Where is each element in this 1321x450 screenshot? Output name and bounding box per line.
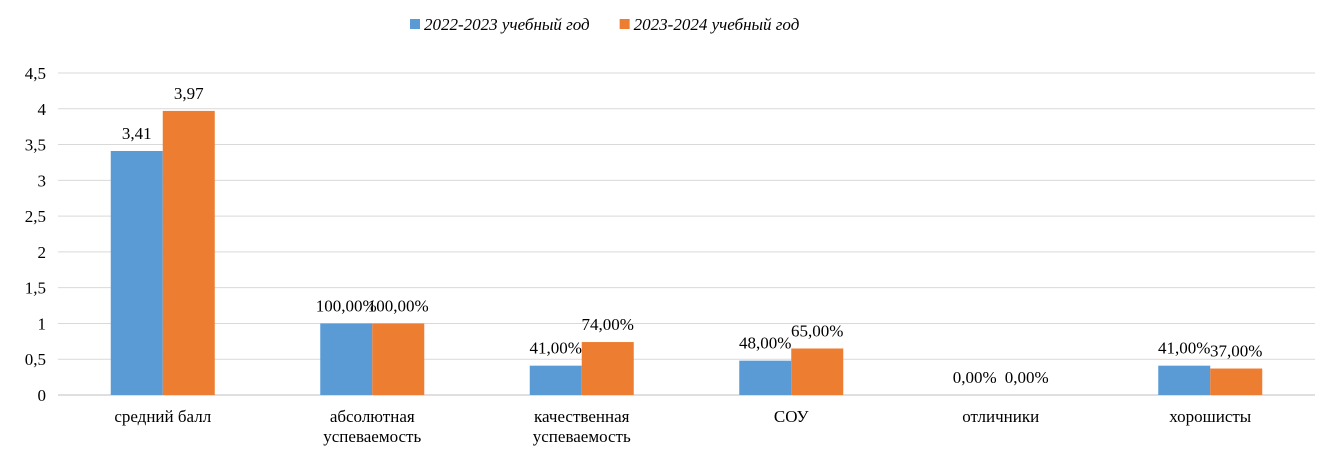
data-label: 100,00%	[368, 296, 429, 315]
data-label: 37,00%	[1210, 342, 1262, 361]
data-label: 41,00%	[530, 339, 582, 358]
x-tick-label: качественная успеваемость	[532, 407, 631, 446]
bar	[162, 110, 215, 396]
legend-label: 2023-2024 учебный год	[634, 15, 800, 34]
data-label: 48,00%	[739, 334, 791, 353]
data-label: 0,00%	[1005, 368, 1049, 387]
data-label: 3,41	[122, 124, 152, 143]
y-tick-label: 1,5	[25, 279, 46, 298]
x-tick-label: отличники	[962, 407, 1040, 426]
y-tick-label: 3	[38, 171, 47, 190]
legend-swatch	[619, 19, 630, 29]
legend: 2022-2023 учебный год 2023-2024 учебный г…	[410, 15, 800, 34]
data-label: 65,00%	[791, 321, 843, 340]
bar	[1158, 365, 1211, 395]
bar	[529, 365, 582, 395]
data-label: 100,00%	[316, 296, 377, 315]
y-tick-label: 1	[38, 314, 47, 333]
x-tick-label: средний балл	[114, 407, 212, 426]
y-tick-label: 3,5	[25, 136, 46, 155]
data-label: 74,00%	[582, 315, 634, 334]
bar	[320, 323, 373, 395]
bar	[791, 348, 844, 395]
y-tick-label: 4,5	[25, 64, 46, 83]
y-tick-label: 2,5	[25, 207, 46, 226]
data-label: 41,00%	[1158, 339, 1210, 358]
y-tick-label: 2	[38, 243, 47, 262]
x-tick-label: абсолютная успеваемость	[323, 407, 422, 446]
x-tick-label: хорошисты	[1169, 407, 1252, 426]
legend-swatch	[410, 19, 420, 29]
data-label: 3,97	[174, 84, 204, 103]
bar	[110, 150, 163, 395]
bar	[581, 342, 634, 395]
y-tick-label: 0,5	[25, 350, 46, 369]
data-label: 0,00%	[953, 368, 997, 387]
legend-label: 2022-2023 учебный год	[424, 15, 590, 34]
bar	[1210, 368, 1263, 395]
bar	[739, 360, 792, 395]
y-tick-label: 4	[38, 100, 47, 119]
bar	[372, 323, 425, 395]
x-tick-label: СОУ	[773, 407, 809, 426]
y-tick-label: 0	[38, 386, 47, 405]
